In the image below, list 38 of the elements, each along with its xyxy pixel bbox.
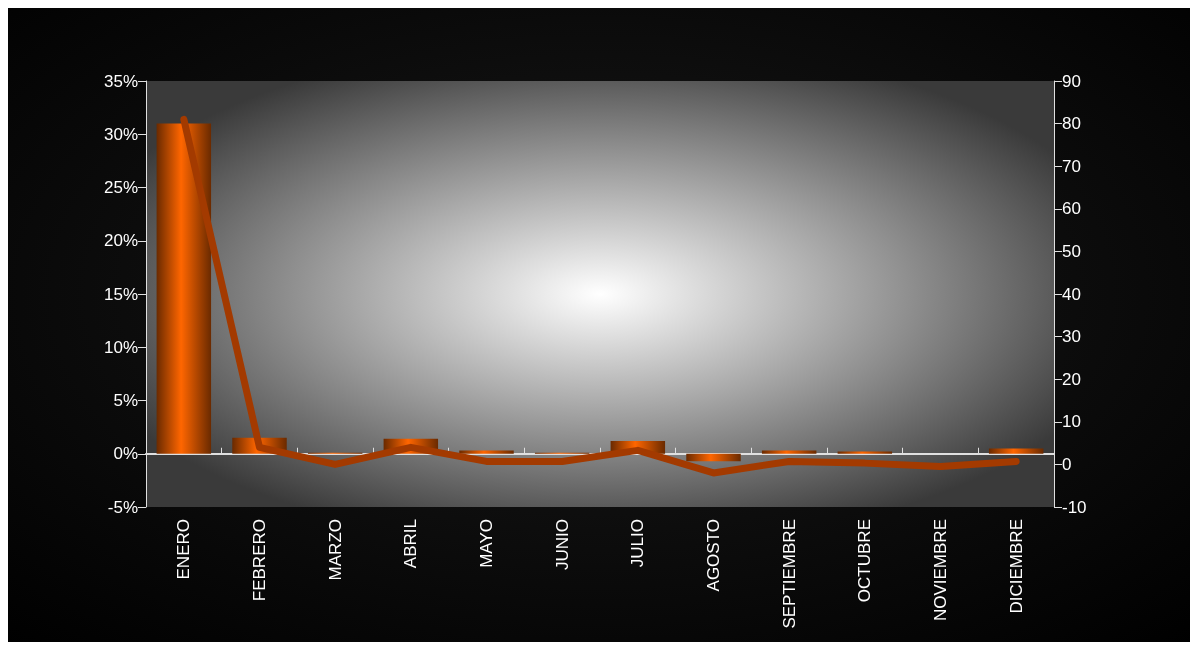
y2-tick-label: 70: [1062, 156, 1081, 176]
x-tick-label: AGOSTO: [704, 519, 723, 592]
y-tick-label: 10%: [103, 337, 138, 357]
x-tick-label: OCTUBRE: [855, 519, 875, 603]
y2-tick-label: 0: [1062, 454, 1072, 474]
x-tick-label: JULIO: [628, 519, 648, 568]
y2-tick-label: -10: [1062, 497, 1087, 517]
x-tick-label: MAYO: [477, 519, 496, 568]
x-tick-label: NOVIEMBRE: [931, 519, 950, 622]
y-tick-label: 25%: [103, 178, 138, 197]
bar: [459, 450, 514, 454]
y2-tick-label: 30: [1062, 327, 1081, 347]
y2-tick-label: 80: [1062, 114, 1081, 134]
bar: [761, 450, 817, 454]
bar: [837, 451, 893, 454]
x-tick-label: DICIEMBRE: [1006, 519, 1026, 614]
y-tick-label: 35%: [103, 71, 138, 91]
bar: [156, 123, 212, 454]
bar: [988, 448, 1044, 454]
y-tick-label: 15%: [103, 284, 138, 304]
x-tick-label: MARZO: [325, 519, 345, 581]
x-tick-label: JUNIO: [552, 519, 572, 570]
x-tick-label: SEPTIEMBRE: [779, 519, 799, 629]
y2-tick-label: 40: [1062, 284, 1081, 304]
y-tick-label: 0%: [113, 444, 138, 464]
y2-tick-label: 20: [1062, 369, 1081, 389]
x-tick-label: ENERO: [174, 519, 194, 580]
y2-tick-label: 50: [1062, 241, 1081, 261]
x-tick-label: FEBRERO: [250, 519, 269, 602]
x-tick-label: ABRIL: [401, 519, 421, 569]
y-tick-label: 30%: [103, 124, 138, 144]
y2-tick-label: 90: [1062, 71, 1081, 91]
bar: [686, 453, 741, 462]
y-tick-label: 20%: [103, 231, 138, 251]
y-tick-label: -5%: [107, 497, 138, 517]
y2-tick-label: 60: [1062, 199, 1081, 219]
y2-tick-label: 10: [1062, 412, 1081, 432]
y-tick-label: 5%: [113, 391, 138, 410]
